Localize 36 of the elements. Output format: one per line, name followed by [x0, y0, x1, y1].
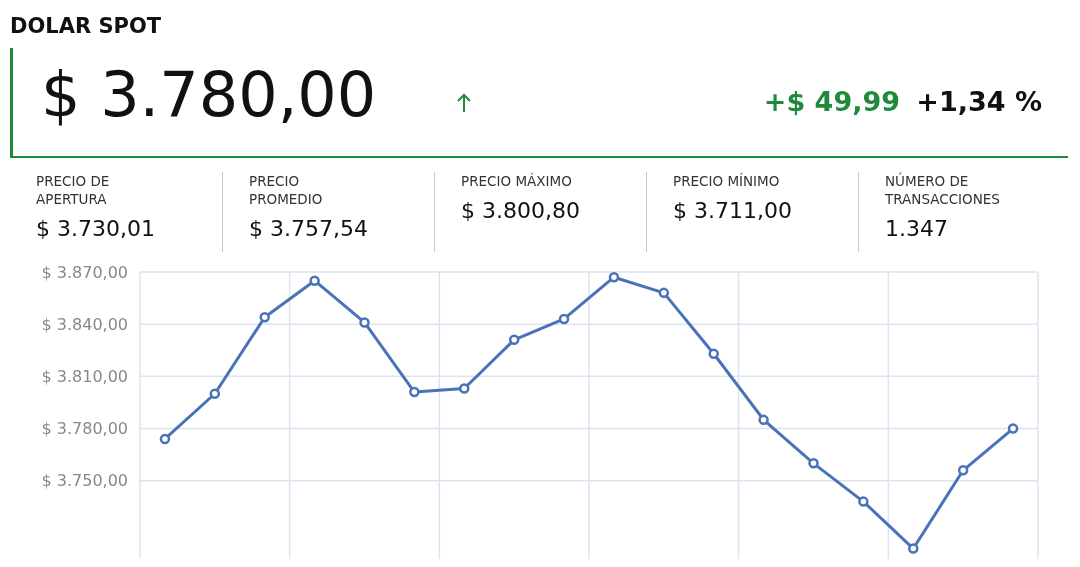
y-tick-label: $ 3.810,00 [41, 366, 128, 386]
text: +$ 49,99 [763, 86, 900, 117]
point [309, 275, 320, 286]
text: $ 3.757,54 [249, 216, 369, 241]
text: $ 3.711,00 [673, 198, 793, 223]
point [409, 386, 420, 398]
y-tick-label: $ 3.780,00 [41, 419, 128, 439]
text: PRECIO MÁXIMO [461, 172, 573, 190]
point [259, 311, 270, 323]
text: PRECIO DE APERTURA [36, 172, 111, 208]
point [159, 433, 171, 445]
point [658, 287, 670, 299]
point [209, 388, 221, 400]
point [858, 496, 869, 507]
point [908, 543, 919, 554]
point [957, 465, 969, 476]
text: +1,34 % [916, 86, 1042, 117]
point [359, 317, 370, 328]
point [558, 313, 570, 325]
point [608, 271, 620, 283]
text: NÚMERO DE TRANSACCIONES [885, 172, 1001, 208]
point [508, 334, 520, 346]
point [459, 383, 470, 394]
point [1007, 423, 1019, 434]
text: 1.347 [885, 216, 949, 241]
text: $ 3.730,01 [36, 216, 156, 241]
y-tick-label: $ 3.870,00 [41, 262, 128, 282]
text: $ 3.800,80 [461, 198, 581, 223]
y-tick-label: $ 3.840,00 [41, 314, 128, 334]
point [808, 458, 819, 469]
text: PRECIO PROMEDIO [249, 172, 324, 208]
point [708, 348, 719, 359]
point [758, 414, 769, 426]
y-tick-label: $ 3.750,00 [41, 471, 128, 491]
chart-title: DOLAR SPOT [10, 14, 162, 38]
text: PRECIO MÍNIMO [673, 172, 781, 190]
